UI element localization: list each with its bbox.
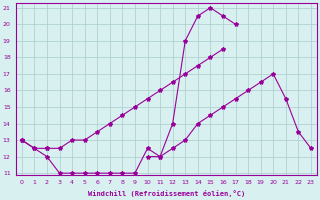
X-axis label: Windchill (Refroidissement éolien,°C): Windchill (Refroidissement éolien,°C): [88, 190, 245, 197]
